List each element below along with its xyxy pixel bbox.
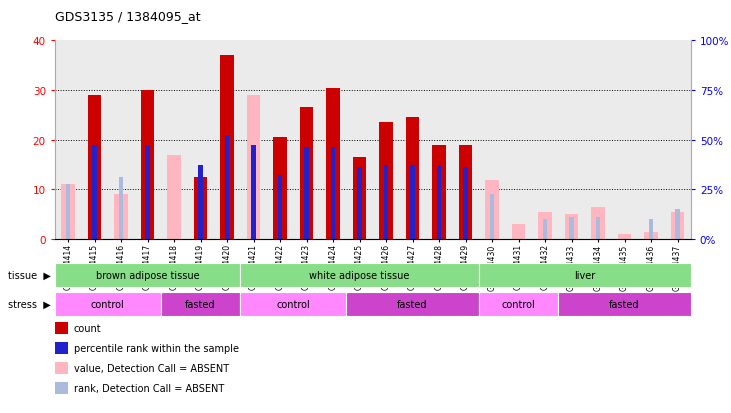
Bar bbox=[161, 292, 240, 316]
Bar bbox=[569, 217, 574, 240]
Bar bbox=[479, 292, 558, 316]
Bar bbox=[55, 292, 161, 316]
Bar bbox=[240, 263, 479, 287]
Bar bbox=[490, 195, 494, 240]
Text: control: control bbox=[91, 299, 125, 309]
Bar bbox=[304, 148, 309, 240]
Bar bbox=[618, 235, 631, 240]
Bar bbox=[539, 212, 552, 240]
Bar bbox=[327, 88, 340, 240]
Bar bbox=[436, 165, 442, 240]
Bar bbox=[88, 96, 101, 240]
Bar bbox=[194, 178, 207, 240]
Bar bbox=[251, 145, 256, 240]
Bar bbox=[485, 180, 499, 240]
Bar bbox=[558, 292, 691, 316]
Text: fasted: fasted bbox=[398, 299, 428, 309]
Bar bbox=[671, 212, 684, 240]
Bar bbox=[224, 135, 230, 240]
Text: control: control bbox=[501, 299, 535, 309]
Bar bbox=[512, 225, 525, 240]
Text: white adipose tissue: white adipose tissue bbox=[309, 270, 410, 280]
Bar bbox=[330, 148, 336, 240]
Text: tissue  ▶: tissue ▶ bbox=[8, 270, 51, 280]
Bar bbox=[542, 220, 548, 240]
Bar bbox=[384, 165, 388, 240]
Bar bbox=[273, 138, 287, 240]
Bar bbox=[648, 220, 654, 240]
Bar bbox=[92, 145, 97, 240]
Bar bbox=[221, 56, 234, 240]
Text: percentile rank within the sample: percentile rank within the sample bbox=[74, 343, 239, 353]
Text: control: control bbox=[276, 299, 310, 309]
Bar bbox=[247, 96, 260, 240]
Bar bbox=[379, 123, 393, 240]
Text: stress  ▶: stress ▶ bbox=[9, 299, 51, 309]
Bar bbox=[645, 232, 658, 240]
Bar bbox=[167, 155, 181, 240]
Bar bbox=[357, 168, 362, 240]
Bar bbox=[591, 207, 605, 240]
Bar bbox=[346, 292, 479, 316]
Bar bbox=[240, 292, 346, 316]
Bar bbox=[198, 165, 203, 240]
Bar bbox=[145, 145, 150, 240]
Text: fasted: fasted bbox=[186, 299, 216, 309]
Bar bbox=[565, 215, 578, 240]
Text: liver: liver bbox=[574, 270, 596, 280]
Text: rank, Detection Call = ABSENT: rank, Detection Call = ABSENT bbox=[74, 383, 224, 393]
Bar bbox=[410, 165, 415, 240]
Bar bbox=[353, 158, 366, 240]
Text: value, Detection Call = ABSENT: value, Detection Call = ABSENT bbox=[74, 363, 229, 373]
Bar bbox=[479, 263, 691, 287]
Bar bbox=[675, 210, 680, 240]
Bar bbox=[55, 263, 240, 287]
Bar bbox=[596, 217, 600, 240]
Bar bbox=[118, 178, 124, 240]
Bar bbox=[141, 91, 154, 240]
Text: count: count bbox=[74, 323, 102, 333]
Bar bbox=[300, 108, 313, 240]
Bar bbox=[463, 168, 468, 240]
Bar bbox=[433, 145, 446, 240]
Text: GDS3135 / 1384095_at: GDS3135 / 1384095_at bbox=[55, 10, 200, 23]
Bar bbox=[61, 185, 75, 240]
Bar bbox=[66, 185, 70, 240]
Bar bbox=[278, 175, 282, 240]
Text: fasted: fasted bbox=[610, 299, 640, 309]
Text: brown adipose tissue: brown adipose tissue bbox=[96, 270, 200, 280]
Bar bbox=[115, 195, 128, 240]
Bar bbox=[406, 118, 419, 240]
Bar bbox=[459, 145, 472, 240]
